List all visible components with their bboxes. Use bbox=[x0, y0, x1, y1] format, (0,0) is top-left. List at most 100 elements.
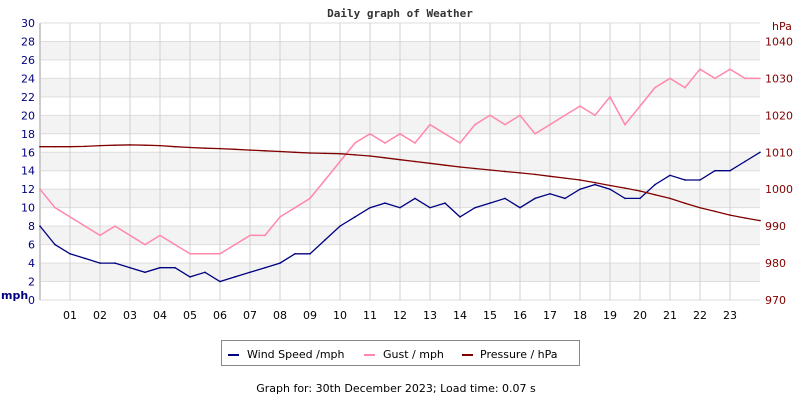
data-point bbox=[129, 144, 131, 146]
data-point bbox=[459, 142, 461, 144]
x-tick-label: 21 bbox=[663, 309, 677, 322]
data-point bbox=[309, 253, 311, 255]
data-point bbox=[189, 276, 191, 278]
data-point bbox=[219, 280, 221, 283]
data-point bbox=[339, 225, 341, 227]
data-point bbox=[444, 164, 446, 166]
data-point bbox=[744, 160, 746, 163]
left-tick-label: 20 bbox=[21, 109, 35, 122]
data-point bbox=[474, 206, 476, 209]
data-point bbox=[624, 123, 626, 126]
data-point bbox=[429, 206, 431, 209]
left-tick-label: 12 bbox=[21, 183, 35, 196]
data-point bbox=[159, 234, 161, 237]
data-point bbox=[579, 188, 581, 190]
x-tick-label: 08 bbox=[273, 309, 287, 322]
data-point bbox=[84, 257, 86, 260]
data-point bbox=[219, 147, 221, 150]
data-point bbox=[324, 152, 326, 155]
data-point bbox=[504, 123, 506, 126]
left-tick-label: 30 bbox=[21, 17, 35, 30]
data-point bbox=[429, 162, 431, 165]
x-tick-label: 09 bbox=[303, 309, 317, 322]
x-tick-label: 12 bbox=[393, 309, 407, 322]
data-point bbox=[444, 133, 446, 135]
data-point bbox=[129, 266, 131, 269]
data-point bbox=[609, 96, 611, 98]
x-tick-label: 15 bbox=[483, 309, 497, 322]
data-point bbox=[204, 271, 206, 274]
data-point bbox=[84, 225, 86, 227]
data-point bbox=[294, 206, 296, 209]
data-point bbox=[99, 144, 101, 147]
right-tick-label: 1010 bbox=[765, 146, 793, 159]
left-tick-label: 6 bbox=[28, 239, 35, 252]
data-point bbox=[549, 175, 551, 178]
data-point bbox=[534, 133, 536, 135]
data-point bbox=[534, 173, 536, 176]
data-point bbox=[324, 239, 326, 241]
data-point bbox=[324, 179, 326, 181]
data-point bbox=[114, 262, 116, 264]
left-tick-label: 14 bbox=[21, 165, 35, 178]
data-point bbox=[684, 202, 686, 205]
data-point bbox=[729, 214, 731, 216]
data-point bbox=[369, 155, 371, 157]
x-tick-label: 02 bbox=[93, 309, 107, 322]
right-tick-label: 1020 bbox=[765, 109, 793, 122]
data-point bbox=[369, 133, 371, 135]
data-point bbox=[699, 179, 701, 181]
data-point bbox=[159, 266, 161, 269]
data-point bbox=[534, 197, 536, 200]
legend: Wind Speed /mph Gust / mph Pressure / hP… bbox=[221, 340, 580, 366]
data-point bbox=[504, 170, 506, 173]
data-point bbox=[99, 262, 101, 264]
data-point bbox=[429, 123, 431, 126]
data-point bbox=[54, 145, 56, 148]
right-tick-label: 990 bbox=[765, 220, 786, 233]
data-point bbox=[399, 158, 401, 161]
data-point bbox=[579, 105, 581, 107]
data-point bbox=[249, 149, 251, 151]
data-point bbox=[564, 114, 566, 117]
data-point bbox=[309, 152, 311, 154]
data-point bbox=[564, 177, 566, 179]
left-tick-label: 26 bbox=[21, 54, 35, 67]
data-point bbox=[144, 243, 146, 246]
data-point bbox=[234, 276, 236, 278]
data-point bbox=[144, 271, 146, 274]
left-tick-label: 4 bbox=[28, 257, 35, 270]
data-point bbox=[684, 179, 686, 181]
data-point bbox=[309, 197, 311, 200]
data-point bbox=[114, 225, 116, 227]
x-tick-label: 16 bbox=[513, 309, 527, 322]
data-point bbox=[639, 197, 641, 200]
x-tick-label: 22 bbox=[693, 309, 707, 322]
right-tick-label: 980 bbox=[765, 257, 786, 270]
data-point bbox=[564, 197, 566, 200]
data-point bbox=[549, 193, 551, 195]
x-tick-label: 11 bbox=[363, 309, 377, 322]
data-point bbox=[39, 225, 41, 227]
left-tick-label: 24 bbox=[21, 72, 35, 85]
data-point bbox=[714, 210, 716, 213]
data-point bbox=[39, 145, 41, 148]
right-tick-label: 970 bbox=[765, 294, 786, 307]
data-point bbox=[279, 262, 281, 264]
x-tick-label: 03 bbox=[123, 309, 137, 322]
data-point bbox=[414, 197, 416, 200]
data-point bbox=[114, 144, 116, 147]
data-point bbox=[759, 77, 761, 80]
data-point bbox=[699, 206, 701, 209]
data-point bbox=[339, 152, 341, 155]
x-tick-label: 18 bbox=[573, 309, 587, 322]
data-point bbox=[729, 169, 731, 172]
data-point bbox=[654, 183, 656, 186]
data-point bbox=[279, 216, 281, 218]
data-point bbox=[399, 133, 401, 135]
data-point bbox=[129, 234, 131, 237]
footer-text: Graph for: 30th December 2023; Load time… bbox=[256, 382, 536, 395]
data-point bbox=[669, 77, 671, 80]
data-point bbox=[669, 174, 671, 177]
data-point bbox=[654, 86, 656, 89]
